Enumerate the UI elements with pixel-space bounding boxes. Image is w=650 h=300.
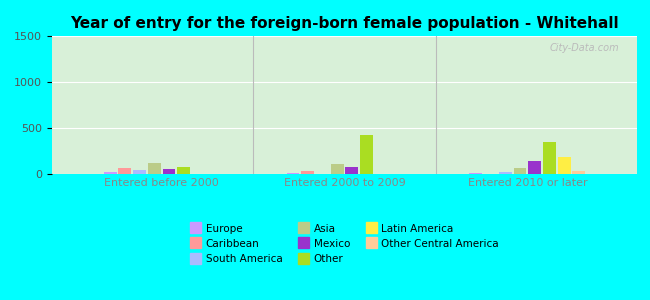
Bar (528, 161, 541, 174)
Bar (118, 168, 131, 174)
Bar (543, 142, 556, 174)
Bar (104, 172, 116, 174)
Text: City-Data.com: City-Data.com (550, 43, 619, 53)
Bar (302, 170, 314, 174)
Bar (499, 172, 512, 174)
Bar (469, 173, 482, 174)
Bar (345, 167, 358, 174)
Title: Year of entry for the foreign-born female population - Whitehall: Year of entry for the foreign-born femal… (70, 16, 619, 31)
Bar (331, 164, 344, 174)
Bar (514, 169, 526, 174)
Bar (316, 173, 329, 174)
Bar (558, 157, 571, 174)
Bar (484, 173, 497, 174)
Bar (162, 169, 176, 174)
Bar (133, 170, 146, 174)
Bar (360, 135, 373, 174)
Bar (287, 173, 300, 174)
Bar (177, 167, 190, 174)
Bar (148, 164, 161, 174)
Legend: Europe, Caribbean, South America, Asia, Mexico, Other, Latin America, Other Cent: Europe, Caribbean, South America, Asia, … (190, 224, 499, 265)
Bar (573, 171, 585, 174)
